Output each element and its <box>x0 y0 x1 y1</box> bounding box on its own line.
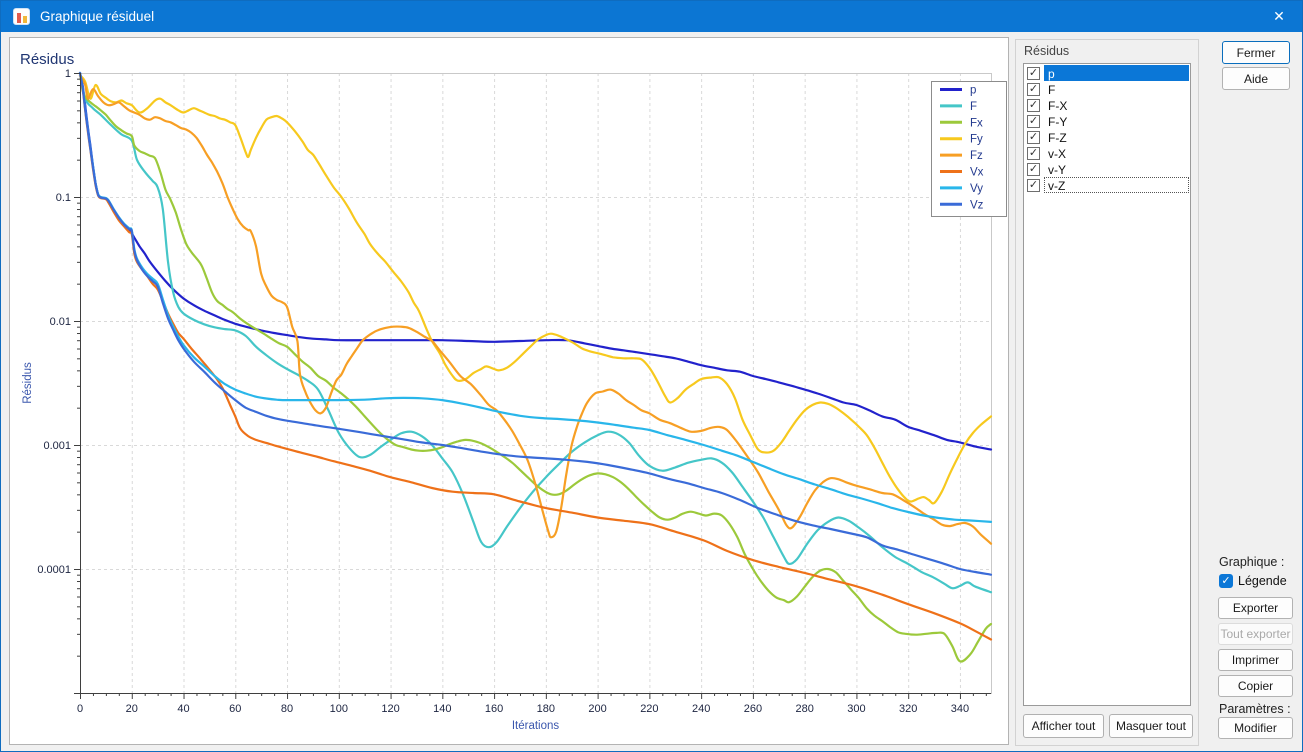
residual-item-label[interactable]: v-X <box>1048 147 1066 161</box>
checkbox-icon[interactable]: ✓ <box>1027 130 1040 144</box>
window-title: Graphique résiduel <box>40 9 155 24</box>
residual-item-v-X[interactable]: ✓ v-X <box>1025 145 1189 161</box>
checkbox-icon[interactable]: ✓ <box>1027 66 1040 80</box>
series-Vz <box>78 71 993 576</box>
residuals-list[interactable]: ✓ p ✓ F ✓ F-X ✓ F-Y ✓ F-Z ✓ v-X ✓ v-Y ✓ v-Z <box>1023 63 1191 706</box>
axes <box>74 73 991 699</box>
residual-item-label[interactable]: v-Y <box>1048 163 1066 177</box>
close-icon[interactable]: ✕ <box>1273 8 1285 24</box>
export-button[interactable]: Exporter <box>1218 597 1293 619</box>
series-group <box>78 71 993 663</box>
params-section-label: Paramètres : <box>1219 702 1291 716</box>
chart-title: Résidus <box>20 51 74 68</box>
svg-text:240: 240 <box>692 703 710 715</box>
svg-text:320: 320 <box>899 703 917 715</box>
svg-text:60: 60 <box>229 703 241 715</box>
svg-text:0.01: 0.01 <box>50 316 71 328</box>
titlebar: Graphique résiduel ✕ <box>1 1 1302 32</box>
residual-item-F-Y[interactable]: ✓ F-Y <box>1025 113 1189 129</box>
legend-label-Fz: Fz <box>970 150 983 162</box>
svg-text:180: 180 <box>537 703 555 715</box>
copy-button[interactable]: Copier <box>1218 675 1293 697</box>
residual-item-label[interactable]: p <box>1044 65 1189 81</box>
checkbox-icon[interactable]: ✓ <box>1027 162 1040 176</box>
app-icon <box>13 8 30 25</box>
legend-label-F: F <box>970 101 977 113</box>
residual-item-label[interactable]: F-Z <box>1048 131 1067 145</box>
residual-item-label[interactable]: v-Z <box>1044 177 1189 193</box>
series-p <box>78 71 993 451</box>
svg-text:40: 40 <box>177 703 189 715</box>
series-Vx <box>78 71 993 641</box>
svg-text:0.1: 0.1 <box>56 192 71 204</box>
svg-text:20: 20 <box>126 703 138 715</box>
legend-label-Vy: Vy <box>970 183 983 195</box>
series-F <box>78 71 993 594</box>
svg-text:0.001: 0.001 <box>43 440 71 452</box>
legend-label-Fx: Fx <box>970 117 983 129</box>
x-axis-title: Itérations <box>512 720 560 732</box>
checkbox-icon[interactable]: ✓ <box>1027 114 1040 128</box>
series-Fx <box>78 71 993 663</box>
residual-item-v-Z[interactable]: ✓ v-Z <box>1025 177 1189 193</box>
checkbox-icon[interactable]: ✓ <box>1027 146 1040 160</box>
svg-text:0: 0 <box>77 703 83 715</box>
svg-text:100: 100 <box>330 703 348 715</box>
svg-text:200: 200 <box>588 703 606 715</box>
checkbox-icon[interactable]: ✓ <box>1027 82 1040 96</box>
residual-item-F[interactable]: ✓ F <box>1025 81 1189 97</box>
modify-button[interactable]: Modifier <box>1218 717 1293 739</box>
checkbox-icon[interactable]: ✓ <box>1027 178 1040 192</box>
legend-label-Vx: Vx <box>970 167 984 179</box>
svg-text:0.0001: 0.0001 <box>37 564 71 576</box>
y-axis-title: Résidus <box>22 362 34 404</box>
residual-item-label[interactable]: F <box>1048 83 1056 97</box>
residuals-groupbox-title: Résidus <box>1024 44 1070 58</box>
svg-text:260: 260 <box>744 703 762 715</box>
residual-item-label[interactable]: F-X <box>1048 99 1068 113</box>
svg-text:300: 300 <box>847 703 865 715</box>
residual-item-F-Z[interactable]: ✓ F-Z <box>1025 129 1189 145</box>
chart-panel: 0 20 40 60 80 100 120 140 160 180 200 220 240 260 280 3… <box>9 37 1009 745</box>
svg-text:1: 1 <box>65 68 71 80</box>
hide-all-button[interactable]: Masquer tout <box>1109 714 1193 738</box>
residual-item-p[interactable]: ✓ p <box>1025 65 1189 81</box>
residuals-groupbox: Résidus ✓ p ✓ F ✓ F-X ✓ F-Y ✓ F-Z ✓ v-X ✓ v-Y ✓ v-Z Aff… <box>1015 39 1199 746</box>
series-Fz <box>78 74 993 545</box>
series-Fy <box>78 74 993 505</box>
series-Vy <box>78 71 993 523</box>
residual-item-F-X[interactable]: ✓ F-X <box>1025 97 1189 113</box>
export-all-button[interactable]: Tout exporter <box>1218 623 1293 645</box>
help-button[interactable]: Aide <box>1222 67 1290 90</box>
checkbox-icon[interactable]: ✓ <box>1027 98 1040 112</box>
legend-toggle[interactable]: ✓ Légende <box>1219 574 1287 588</box>
legend-label-Fy: Fy <box>970 134 983 146</box>
svg-text:80: 80 <box>281 703 293 715</box>
svg-text:120: 120 <box>381 703 399 715</box>
chart-legend: pF Fx Fy Fz Vx Vy Vz <box>931 81 1007 217</box>
residual-item-label[interactable]: F-Y <box>1048 115 1068 129</box>
svg-text:280: 280 <box>795 703 813 715</box>
svg-text:340: 340 <box>951 703 969 715</box>
svg-text:160: 160 <box>485 703 503 715</box>
tick-labels: 0 20 40 60 80 100 120 140 160 180 200 220 240 260 280 3… <box>37 68 969 715</box>
residual-item-v-Y[interactable]: ✓ v-Y <box>1025 161 1189 177</box>
svg-text:140: 140 <box>433 703 451 715</box>
legend-toggle-label: Légende <box>1238 574 1287 588</box>
graph-section-label: Graphique : <box>1219 555 1285 569</box>
print-button[interactable]: Imprimer <box>1218 649 1293 671</box>
show-all-button[interactable]: Afficher tout <box>1023 714 1104 738</box>
legend-label-Vz: Vz <box>970 199 984 211</box>
legend-label-p: p <box>970 85 976 97</box>
svg-text:220: 220 <box>640 703 658 715</box>
legend-checkbox-icon[interactable]: ✓ <box>1219 574 1233 588</box>
residual-chart: 0 20 40 60 80 100 120 140 160 180 200 220 240 260 280 3… <box>20 51 1007 732</box>
close-button[interactable]: Fermer <box>1222 41 1290 64</box>
